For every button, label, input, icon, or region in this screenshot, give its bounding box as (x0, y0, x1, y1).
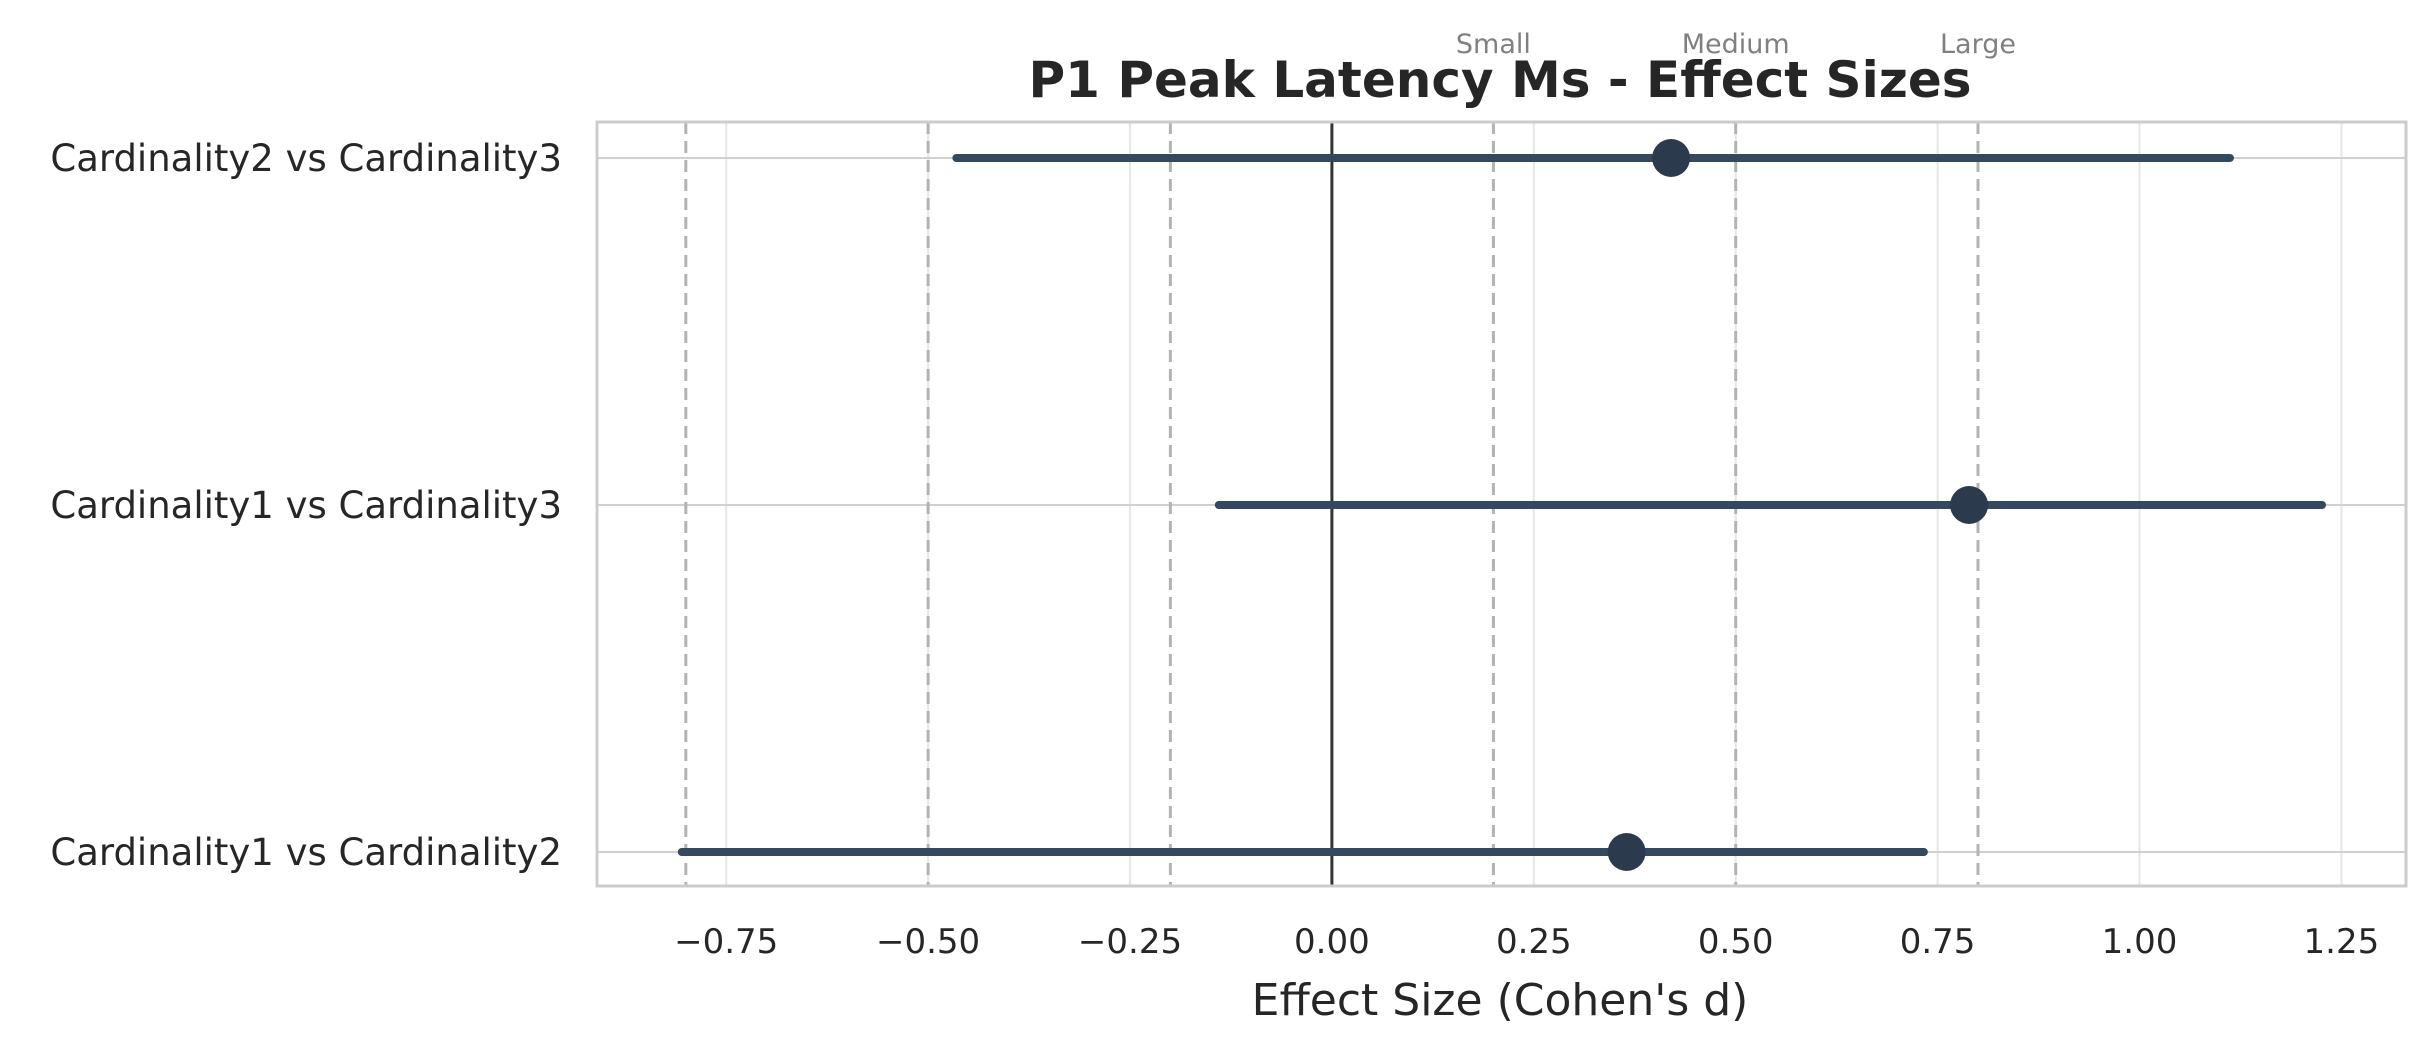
x-tick-label-8: 1.25 (2304, 922, 2380, 962)
x-tick-label-7: 1.00 (2102, 922, 2178, 962)
x-tick-label-2: −0.25 (1078, 922, 1182, 962)
y-tick-label-2: Cardinality1 vs Cardinality2 (50, 831, 562, 874)
annotation-large: Large (1940, 29, 2016, 60)
effect-point-1 (1950, 486, 1989, 524)
annotation-medium: Medium (1682, 29, 1790, 60)
x-tick-label-4: 0.25 (1496, 922, 1572, 962)
data-layer (677, 139, 2327, 871)
x-tick-label-5: 0.50 (1698, 922, 1774, 962)
annotation-small: Small (1456, 29, 1531, 60)
x-tick-label-1: −0.50 (876, 922, 980, 962)
effect-point-0 (1652, 139, 1691, 177)
x-axis-label: Effect Size (Cohen's d) (1252, 975, 1749, 1026)
tick-labels: −0.75 −0.50 −0.25 0.00 0.25 0.50 0.75 1.00 1.25 C… (50, 137, 2379, 962)
effect-point-2 (1607, 833, 1646, 871)
chart-title: P1 Peak Latency Ms - Effect Sizes (1029, 51, 1972, 109)
annotations: Small Medium Large (1456, 29, 2016, 60)
y-tick-label-1: Cardinality1 vs Cardinality3 (50, 484, 562, 527)
x-tick-label-6: 0.75 (1900, 922, 1976, 962)
y-tick-label-0: Cardinality2 vs Cardinality3 (50, 137, 562, 180)
x-tick-label-0: −0.75 (674, 922, 778, 962)
plot-frame (595, 120, 2408, 888)
x-tick-label-3: 0.00 (1294, 922, 1370, 962)
